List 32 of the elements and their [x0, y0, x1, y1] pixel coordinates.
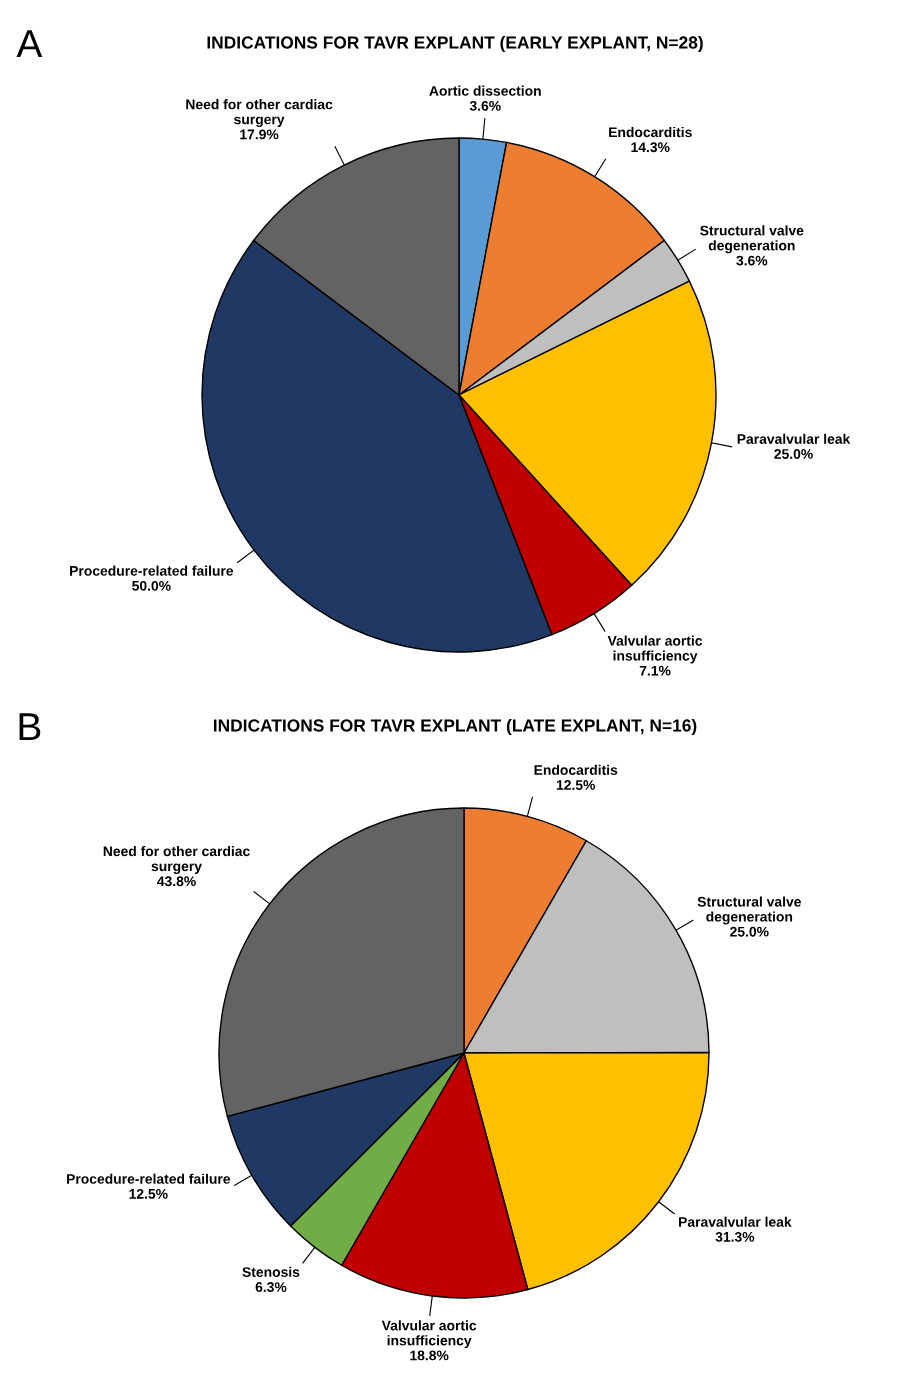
data-label: 7.1% [639, 665, 671, 676]
data-label: 25.0% [730, 926, 769, 937]
slice-label: Structural valve degeneration [697, 896, 801, 925]
chart-title: INDICATIONS FOR TAVR EXPLANT (EARLY EXPLANT, N=28) [207, 35, 703, 53]
slice-label: Valvular aortic insufficiency [607, 635, 703, 664]
slice-label: Endocarditis [534, 764, 618, 775]
slice-label: Need for other cardiac surgery [186, 99, 333, 128]
data-label: 12.5% [556, 780, 596, 790]
data-label: 43.8% [157, 876, 196, 887]
text: A [16, 30, 43, 58]
slice-label: Paravalvular leak [679, 1216, 792, 1227]
data-label: 17.9% [240, 129, 279, 140]
data-label: 3.6% [736, 255, 768, 266]
data-label: 31.3% [715, 1231, 755, 1242]
slice-label: Need for other cardiac surgery [103, 845, 250, 874]
slice-label: Stenosis [242, 1266, 300, 1277]
data-label: 3.6% [469, 100, 501, 111]
slice-label: Procedure-related failure [67, 1173, 231, 1184]
text: B [19, 713, 41, 741]
chart-title: INDICATIONS FOR TAVR EXPLANT (LATE EXPLANT, N=16) [213, 718, 697, 736]
slice-label: Paravalvular leak [737, 433, 851, 444]
slice-label: Structural valve degeneration [700, 225, 804, 254]
data-label: 50.0% [132, 580, 171, 591]
data-label: 6.3% [255, 1282, 287, 1292]
slice-label: Endocarditis [609, 126, 692, 138]
slice-label: Procedure-related failure [70, 565, 234, 576]
data-label: 14.3% [631, 142, 670, 153]
data-label: 12.5% [129, 1188, 168, 1199]
slice-label: Aortic dissection [429, 85, 541, 96]
slice-label: Valvular aortic insufficiency [381, 1320, 477, 1349]
data-label: 25.0% [774, 449, 813, 459]
data-label: 18.8% [410, 1350, 449, 1361]
